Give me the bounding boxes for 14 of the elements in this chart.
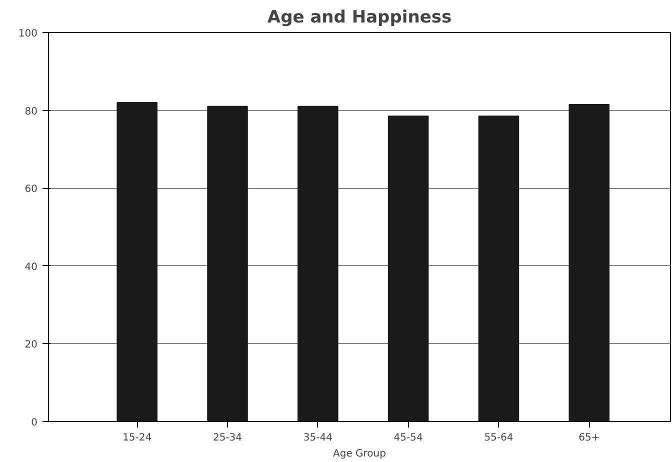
x-axis-title: Age Group — [333, 448, 386, 460]
x-tick-label: 65+ — [578, 432, 600, 444]
x-tick-label: 15-24 — [122, 432, 152, 444]
chart-title: Age and Happiness — [267, 8, 452, 28]
y-tick-label: 100 — [18, 28, 38, 40]
y-tick-label: 60 — [24, 184, 38, 196]
x-tick-label: 35-44 — [303, 432, 332, 444]
y-tick-label: 80 — [24, 106, 38, 118]
y-tick-label: 20 — [24, 340, 38, 351]
y-tick-label: 40 — [24, 262, 38, 273]
x-tick-label: 25-34 — [212, 432, 242, 444]
x-tick-label: 45-54 — [394, 432, 423, 444]
x-tick-label: 55-64 — [484, 432, 514, 444]
y-tick-label: 0 — [31, 418, 38, 428]
